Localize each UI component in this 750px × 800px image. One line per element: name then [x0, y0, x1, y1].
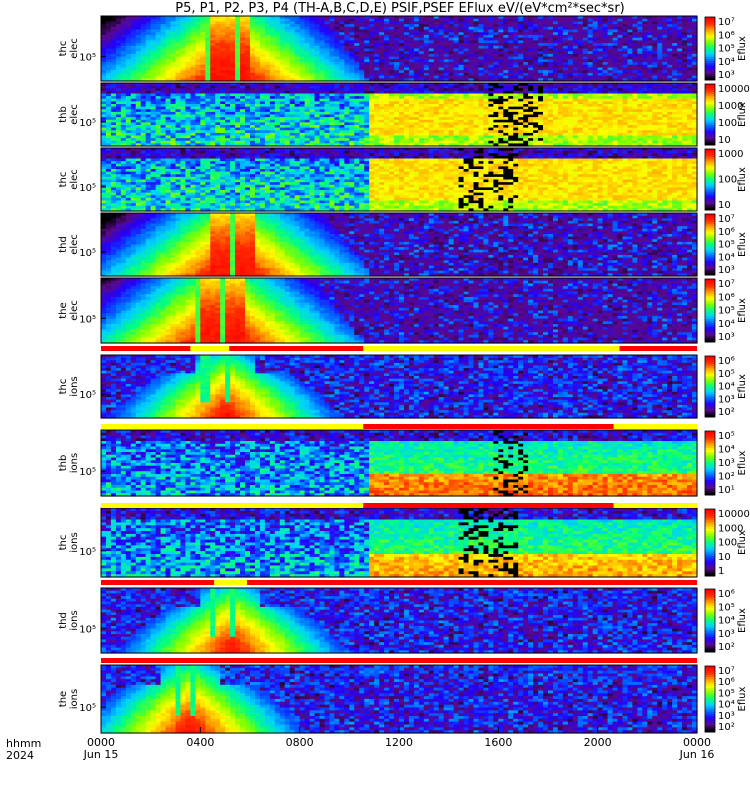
panel-label-probe: thc: [58, 41, 69, 57]
colorbar-tick-label: 10⁵: [718, 44, 735, 55]
colorbar-tick-label: 10⁴: [718, 57, 735, 68]
panel-label-species: elec: [69, 38, 80, 59]
colorbar-tick-label: 10⁷: [718, 17, 735, 28]
colorbar-label: Eflux: [737, 36, 748, 61]
colorbar-tick-label: 10⁶: [718, 30, 735, 41]
colorbar-tick-label: 10³: [718, 70, 735, 81]
y-tick-label: 10⁵: [79, 52, 96, 63]
